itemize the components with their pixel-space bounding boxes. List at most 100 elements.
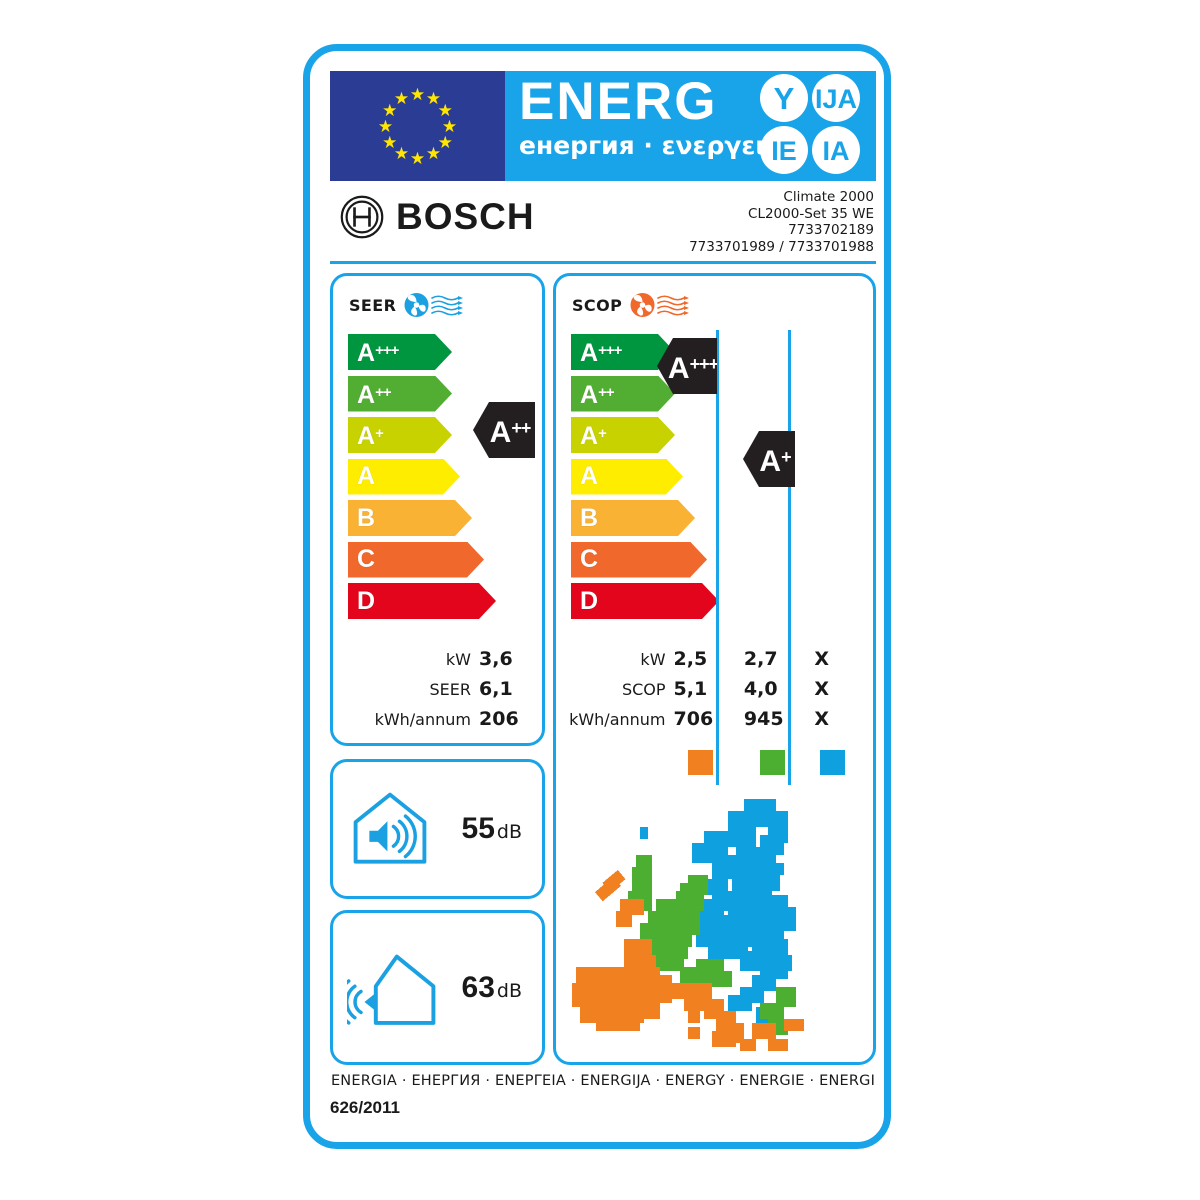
energy-label-header: ★ ★ ★ ★ ★ ★ ★ ★ ★ ★ ★ ★ ENERG енергия · ενεργεια Y … [330, 71, 876, 181]
seer-row-value: 206 [479, 708, 519, 730]
scop-badge-average-label: A+++ [667, 351, 719, 385]
model-identification: Climate 2000 CL2000-Set 35 WE 7733702189… [689, 189, 874, 255]
seer-row-label: kWh/annum [374, 709, 471, 729]
scop-grade-label: B [580, 503, 599, 532]
seer-row-value: 6,1 [479, 678, 513, 700]
seer-grade-label: B [357, 503, 376, 532]
outdoor-noise-value: 63 [461, 970, 495, 1004]
seer-label: SEER [349, 295, 397, 315]
seer-data-row: kWh/annum 206 [333, 704, 542, 734]
seer-panel: SEER [330, 273, 545, 746]
header-divider [330, 261, 876, 264]
scop-data-row: kWh/annum 706 945 X [556, 704, 873, 734]
seer-grade-row: D [348, 583, 496, 619]
seer-header: SEER [349, 290, 467, 320]
seer-row-label: SEER [429, 679, 472, 699]
scop-grade-row: A [571, 459, 719, 495]
scop-data-table: kW 2,5 2,7 X SCOP 5,1 4,0 X kWh/annum 70… [556, 644, 873, 734]
eu-star-icon: ★ [425, 144, 442, 164]
footer-languages: ENERGIA · ЕНЕРГИЯ · ΕΝΕΡΓΕΙΑ · ENERGIJA … [330, 1073, 876, 1089]
scop-row-label: kW [640, 649, 666, 669]
scop-row-value-3: X [814, 678, 829, 700]
seer-data-row: SEER 6,1 [333, 674, 542, 704]
scop-row-value-1: 706 [673, 708, 714, 730]
scop-row-value-2: 2,7 [743, 648, 778, 670]
scop-grade-row: C [571, 542, 719, 578]
scop-badge-warmer: A+ [743, 431, 795, 487]
lang-circle-ie: IE [760, 126, 808, 174]
seer-badge-label: A++ [489, 415, 532, 449]
scop-row-value-2: 945 [743, 708, 784, 730]
eu-star-icon: ★ [425, 88, 442, 108]
seer-grade-row: A+ [348, 417, 496, 453]
scop-grade-label: A [580, 462, 599, 490]
map-zone-average [584, 855, 796, 1035]
brand-row: BOSCH Climate 2000 CL2000-Set 35 WE 7733… [330, 189, 876, 255]
bosch-logo: BOSCH [340, 195, 535, 239]
heating-fan-icon [630, 293, 690, 317]
bosch-armature-icon [340, 195, 384, 239]
seer-rating-ladder: A+++ A++ A+ A B C D [348, 334, 496, 625]
outdoor-noise-value-group: 63 dB [462, 971, 522, 1005]
swatch-warmer [688, 750, 713, 775]
scop-row-value-3: X [814, 648, 829, 670]
seer-grade-row: A++ [348, 376, 496, 412]
house-speaker-inside-icon [353, 792, 427, 864]
cooling-fan-icon [404, 293, 464, 317]
seer-row-value: 3,6 [479, 648, 513, 670]
seer-data-row: kW 3,6 [333, 644, 542, 674]
seer-grade-row: A [348, 459, 496, 495]
label-footer: ENERGIA · ЕНЕРГИЯ · ΕΝΕΡΓΕΙΑ · ENERGIJA … [330, 1073, 876, 1118]
scop-label: SCOP [572, 295, 623, 315]
lang-circle-y: Y [760, 74, 808, 122]
scop-row-label: kWh/annum [569, 709, 666, 729]
model-line-0: Climate 2000 [783, 189, 874, 205]
seer-grade-label: D [357, 586, 376, 615]
scop-data-row: SCOP 5,1 4,0 X [556, 674, 873, 704]
eu-star-icon: ★ [382, 100, 398, 120]
scop-grade-label: A+ [580, 422, 606, 450]
scop-grade-label: A+++ [580, 339, 622, 367]
lang-circle-ia: IA [812, 126, 860, 174]
seer-grade-label: C [357, 545, 376, 573]
model-line-2: 7733702189 [788, 222, 874, 238]
energy-label-frame: ★ ★ ★ ★ ★ ★ ★ ★ ★ ★ ★ ★ ENERG енергия · ενεργεια Y … [303, 44, 891, 1149]
seer-grade-label: A [357, 462, 376, 490]
scop-panel: SCOP [553, 273, 876, 1065]
eu-flag-icon: ★ ★ ★ ★ ★ ★ ★ ★ ★ ★ ★ ★ [330, 71, 505, 181]
model-line-1: CL2000-Set 35 WE [748, 205, 874, 222]
indoor-noise-unit: dB [496, 821, 522, 843]
scop-badge-warmer-label: A+ [759, 444, 791, 478]
energ-banner: ENERG енергия · ενεργεια Y IJA IE IA [505, 71, 876, 181]
swatch-average [760, 750, 785, 775]
energ-subtitle: енергия · ενεργεια [519, 131, 783, 160]
swatch-colder [820, 750, 845, 775]
scop-grade-row: A+++ [571, 334, 719, 370]
seer-grade-row: A+++ [348, 334, 496, 370]
eu-star-icon: ★ [437, 132, 453, 152]
europe-climate-zones-map [572, 799, 804, 1051]
model-line-3: 7733701989 / 7733701988 [689, 238, 874, 255]
house-speaker-outside-icon [347, 954, 436, 1025]
scop-column-divider-1 [716, 330, 719, 785]
map-zone-warmer [572, 869, 804, 1051]
eu-star-icon: ★ [393, 144, 410, 164]
eu-star-icon: ★ [382, 132, 398, 152]
seer-grade-row: B [348, 500, 496, 536]
seer-grade-label: A++ [357, 380, 391, 409]
scop-grade-label: A++ [580, 380, 614, 409]
scop-rating-ladder: A+++ A++ A+ A B C D [571, 334, 719, 625]
scop-header: SCOP [572, 290, 693, 320]
lang-circle-ija: IJA [812, 74, 860, 122]
eu-star-icon: ★ [393, 88, 410, 108]
scop-grade-label: C [580, 545, 599, 573]
scop-row-value-2: 4,0 [743, 678, 778, 700]
scop-data-row: kW 2,5 2,7 X [556, 644, 873, 674]
bosch-wordmark: BOSCH [396, 196, 535, 237]
indoor-noise-value: 55 [461, 812, 495, 845]
footer-regulation: 626/2011 [330, 1098, 400, 1117]
eu-star-icon: ★ [377, 116, 394, 136]
scop-grade-row: B [571, 500, 719, 536]
seer-row-label: kW [445, 649, 471, 669]
energ-wordmark: ENERG [519, 72, 718, 131]
